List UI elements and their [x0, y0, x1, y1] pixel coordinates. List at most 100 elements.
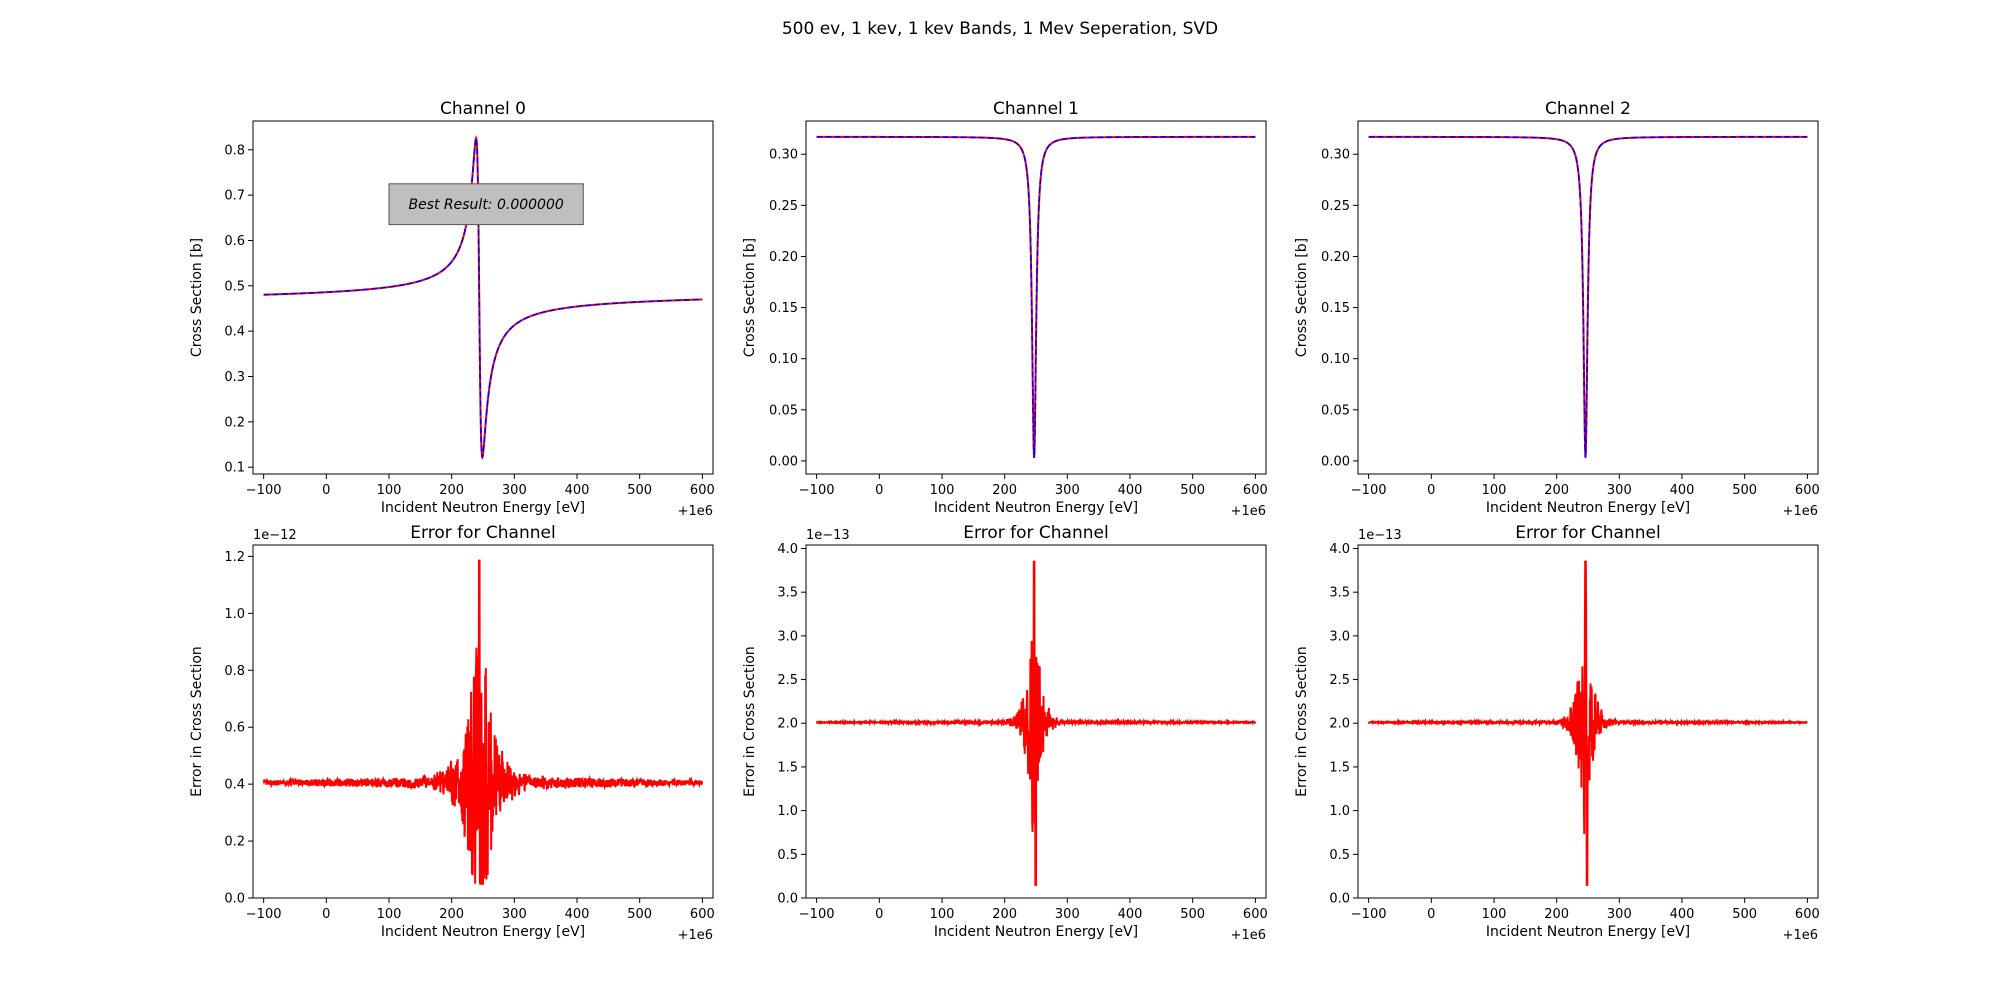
x-tick-label: 600 — [1243, 483, 1268, 498]
best-result-annotation: Best Result: 0.000000 — [388, 183, 584, 226]
x-tick-label: 200 — [1544, 483, 1569, 498]
y-tick-label: 0.00 — [769, 454, 798, 469]
y-tick-label: 0.30 — [1321, 148, 1350, 163]
axes-frame — [252, 544, 714, 899]
x-tick-label: 500 — [1732, 483, 1757, 498]
y-tick-label: 2.0 — [777, 717, 798, 732]
y-tick-label: 0.4 — [224, 325, 245, 340]
x-axis-label: Incident Neutron Energy [eV] — [381, 924, 585, 940]
x-tick-label: 300 — [1607, 483, 1632, 498]
y-tick-label: 2.0 — [1329, 717, 1350, 732]
y-tick-label: 0.15 — [769, 301, 798, 316]
subplot-title: Error for Channel — [1515, 523, 1660, 543]
x-tick-label: 100 — [377, 483, 402, 498]
y-tick-label: 0.8 — [224, 664, 245, 679]
y-axis-label: Cross Section [b] — [189, 238, 205, 357]
x-tick-label: 100 — [930, 907, 955, 922]
x-tick-label: 400 — [565, 907, 590, 922]
y-axis-label: Error in Cross Section — [189, 646, 205, 797]
x-offset-label: +1e6 — [1231, 504, 1266, 519]
x-tick-label: −100 — [799, 907, 835, 922]
y-tick-label: 0.20 — [769, 250, 798, 265]
x-axis-label: Incident Neutron Energy [eV] — [934, 924, 1138, 940]
x-offset-label: +1e6 — [678, 504, 713, 519]
y-tick-label: 1.0 — [777, 804, 798, 819]
x-axis-label: Incident Neutron Energy [eV] — [934, 500, 1138, 516]
x-tick-label: 300 — [1607, 907, 1632, 922]
error-series-line — [816, 560, 1257, 886]
y-tick-label: 0.2 — [224, 835, 245, 850]
x-tick-label: 600 — [1243, 907, 1268, 922]
y-tick-label: 0.5 — [777, 848, 798, 863]
y-tick-label: 0.6 — [224, 721, 245, 736]
x-offset-label: +1e6 — [1783, 504, 1818, 519]
y-tick-label: 0.00 — [1321, 454, 1350, 469]
x-tick-label: 100 — [377, 907, 402, 922]
y-tick-label: 3.0 — [1329, 629, 1350, 644]
y-tick-label: 0.4 — [224, 778, 245, 793]
axes-frame — [1357, 544, 1819, 899]
x-offset-label: +1e6 — [1231, 928, 1266, 943]
y-tick-label: 0.5 — [1329, 848, 1350, 863]
axes-frame — [805, 120, 1267, 475]
x-tick-label: 600 — [1795, 907, 1820, 922]
x-tick-label: 200 — [992, 483, 1017, 498]
x-tick-label: 500 — [627, 907, 652, 922]
x-tick-label: 100 — [1482, 483, 1507, 498]
figure-suptitle: 500 ev, 1 kev, 1 kev Bands, 1 Mev Sepera… — [782, 19, 1218, 39]
axes-frame — [1357, 120, 1819, 475]
x-tick-label: 200 — [992, 907, 1017, 922]
x-tick-label: −100 — [246, 907, 282, 922]
y-tick-label: 0.8 — [224, 143, 245, 158]
x-tick-label: −100 — [799, 483, 835, 498]
y-scale-label: 1e−12 — [253, 528, 297, 543]
y-tick-label: 4.0 — [1329, 542, 1350, 557]
y-tick-label: 3.0 — [777, 629, 798, 644]
y-tick-label: 0.0 — [224, 892, 245, 907]
x-tick-label: 400 — [1118, 907, 1143, 922]
x-axis-label: Incident Neutron Energy [eV] — [1486, 924, 1690, 940]
subplot-4: −100 0 100 200 300 400 500 600 0.0 0.5 1.0 1.5 2.0 2.… — [742, 523, 1268, 943]
x-tick-label: 400 — [1670, 907, 1695, 922]
x-tick-label: 0 — [1427, 907, 1435, 922]
y-tick-label: 0.05 — [769, 403, 798, 418]
x-tick-label: 400 — [1118, 483, 1143, 498]
x-tick-label: 600 — [690, 483, 715, 498]
x-tick-label: 200 — [1544, 907, 1569, 922]
y-scale-label: 1e−13 — [806, 528, 850, 543]
axes-frame — [252, 120, 714, 475]
y-tick-label: 0.1 — [224, 461, 245, 476]
x-offset-label: +1e6 — [678, 928, 713, 943]
x-tick-label: −100 — [1351, 483, 1387, 498]
error-series-line — [262, 559, 704, 885]
y-tick-label: 0.05 — [1321, 403, 1350, 418]
x-tick-label: 400 — [1670, 483, 1695, 498]
subplot-title: Error for Channel — [963, 523, 1108, 543]
subplot-title: Channel 2 — [1545, 99, 1631, 119]
y-tick-label: 1.2 — [224, 550, 245, 565]
x-tick-label: 300 — [502, 907, 527, 922]
x-tick-label: 300 — [1055, 907, 1080, 922]
y-scale-label: 1e−13 — [1358, 528, 1402, 543]
x-tick-label: −100 — [1351, 907, 1387, 922]
x-tick-label: 100 — [930, 483, 955, 498]
subplot-0: −100 0 100 200 300 400 500 600 0.1 0.2 0.3 0.4 0.5 0.… — [189, 99, 715, 519]
x-tick-label: 500 — [1180, 483, 1205, 498]
cross-section-series-dashed — [263, 135, 703, 460]
x-tick-label: 0 — [875, 907, 883, 922]
y-tick-label: 0.30 — [769, 148, 798, 163]
y-tick-label: 0.5 — [224, 279, 245, 294]
x-tick-label: 0 — [322, 907, 330, 922]
subplot-1: −100 0 100 200 300 400 500 600 0.00 0.05 0.10 0.15 0… — [742, 99, 1268, 519]
x-tick-label: 0 — [322, 483, 330, 498]
y-tick-label: 0.0 — [777, 892, 798, 907]
y-tick-label: 0.6 — [224, 234, 245, 249]
y-tick-label: 0.10 — [769, 352, 798, 367]
subplot-title: Channel 1 — [993, 99, 1079, 119]
y-tick-label: 0.25 — [1321, 199, 1350, 214]
y-tick-label: 1.5 — [1329, 760, 1350, 775]
x-tick-label: 500 — [1180, 907, 1205, 922]
x-tick-label: 100 — [1482, 907, 1507, 922]
subplot-5: −100 0 100 200 300 400 500 600 0.0 0.5 1.0 1.5 2.0 2.… — [1294, 523, 1820, 943]
